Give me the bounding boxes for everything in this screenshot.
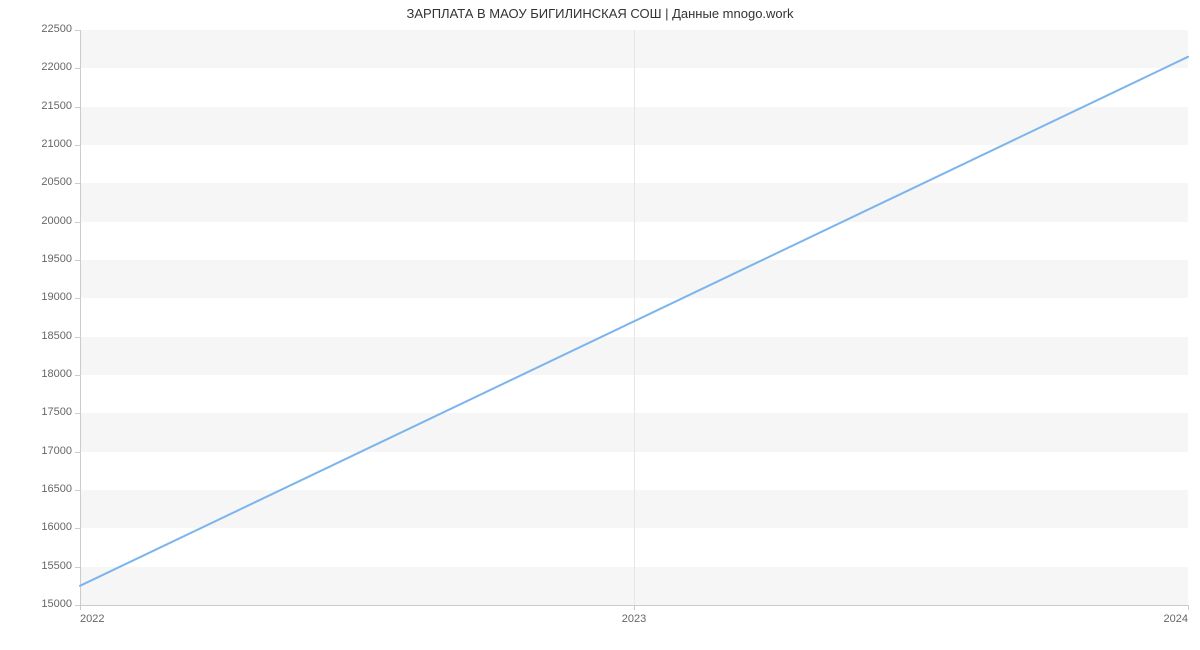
y-tick-label: 21000	[41, 138, 72, 150]
line-chart: ЗАРПЛАТА В МАОУ БИГИЛИНСКАЯ СОШ | Данные…	[0, 0, 1200, 650]
y-tick-label: 19500	[41, 253, 72, 265]
x-tick-mark	[1188, 605, 1189, 610]
y-tick-label: 21500	[41, 100, 72, 112]
y-tick-label: 20500	[41, 176, 72, 188]
y-tick-label: 18000	[41, 368, 72, 380]
y-tick-label: 17500	[41, 406, 72, 418]
y-tick-label: 22500	[41, 23, 72, 35]
y-tick-label: 22000	[41, 61, 72, 73]
y-tick-label: 19000	[41, 291, 72, 303]
y-tick-label: 15500	[41, 560, 72, 572]
x-tick-label: 2022	[80, 613, 104, 625]
series-line	[80, 57, 1188, 586]
y-tick-label: 18500	[41, 330, 72, 342]
y-tick-label: 20000	[41, 215, 72, 227]
plot-area: 1500015500160001650017000175001800018500…	[80, 30, 1188, 605]
x-tick-mark	[634, 605, 635, 610]
y-tick-label: 15000	[41, 598, 72, 610]
y-tick-label: 17000	[41, 445, 72, 457]
chart-title: ЗАРПЛАТА В МАОУ БИГИЛИНСКАЯ СОШ | Данные…	[0, 6, 1200, 21]
y-tick-label: 16000	[41, 521, 72, 533]
x-tick-label: 2023	[622, 613, 646, 625]
y-tick-label: 16500	[41, 483, 72, 495]
series-layer	[80, 30, 1188, 605]
x-tick-label: 2024	[1164, 613, 1188, 625]
x-tick-mark	[80, 605, 81, 610]
